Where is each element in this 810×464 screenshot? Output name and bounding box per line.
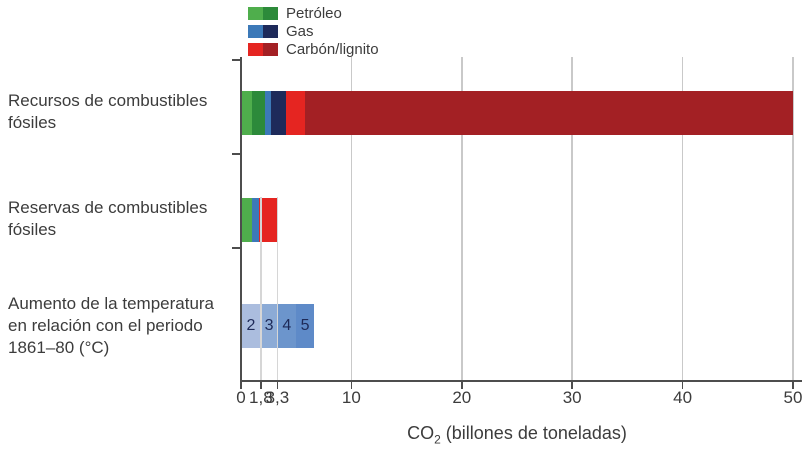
gridline-minor-1.8 xyxy=(260,197,262,380)
category-label-line: Recursos de combustibles xyxy=(8,91,208,110)
legend-swatch-half xyxy=(263,25,278,38)
y-axis-tick-1 xyxy=(232,153,241,155)
bar-segment-aumento-temperatura-5-grados: 5 xyxy=(296,304,314,348)
y-axis-tick-2 xyxy=(232,247,241,249)
x-axis-line xyxy=(240,380,802,382)
x-axis-tick-30 xyxy=(571,382,573,389)
legend-label: Carbón/lignito xyxy=(286,41,379,58)
legend-swatch-half xyxy=(248,7,263,20)
x-axis-tick-1,8 xyxy=(260,382,262,389)
segment-label-aumento-temperatura-3-grados: 3 xyxy=(264,317,274,334)
x-tick-label-20: 20 xyxy=(452,388,472,407)
gridline-major-50 xyxy=(792,57,794,380)
legend-swatch-icon xyxy=(248,25,278,38)
category-label-aumento-temperatura: Aumento de la temperatura en relación con… xyxy=(8,293,238,359)
x-tick-label-0: 0 xyxy=(236,388,246,407)
x-tick-label-1,8: 1,8 xyxy=(249,388,273,407)
x-tick-label-3,3: 3,3 xyxy=(265,388,290,407)
bar-segment-reservas-combustibles-fosiles-carbon xyxy=(258,198,278,242)
legend-swatch-half xyxy=(263,43,278,56)
x-axis-tick-10 xyxy=(350,382,353,389)
bar-segment-aumento-temperatura-2-grados: 2 xyxy=(241,304,261,348)
legend-label: Gas xyxy=(286,23,314,40)
category-label-recursos-combustibles-fosiles: Recursos de combustibles fósiles xyxy=(8,90,238,134)
segment-label-aumento-temperatura-5-grados: 5 xyxy=(300,317,310,334)
legend-swatch-half xyxy=(248,25,263,38)
category-label-line: fósiles xyxy=(8,113,57,132)
category-label-line: fósiles xyxy=(8,220,57,239)
legend-item-3: Carbón/lignito xyxy=(248,41,379,58)
category-label-line: Aumento de la temperatura xyxy=(8,294,215,313)
bar-segment-recursos-combustibles-fosiles-petroleo-reservas xyxy=(241,91,253,135)
category-label-line: Reservas de combustibles xyxy=(8,198,208,217)
bar-segment-recursos-combustibles-fosiles-carbon-reservas xyxy=(286,91,306,135)
x-tick-label-10: 10 xyxy=(341,388,361,407)
segment-label-aumento-temperatura-4-grados: 4 xyxy=(282,317,292,334)
x-axis-tick-3,3 xyxy=(276,382,279,389)
legend-swatch-icon xyxy=(248,7,278,20)
x-tick-label-30: 30 xyxy=(562,388,582,407)
segment-label-aumento-temperatura-2-grados: 2 xyxy=(246,317,256,334)
category-label-line: en relación con el periodo xyxy=(8,316,203,335)
x-tick-label-40: 40 xyxy=(673,388,693,407)
x-tick-label-50: 50 xyxy=(783,388,803,407)
legend-item-1: Petróleo xyxy=(248,5,379,22)
y-axis-tick-0 xyxy=(232,59,241,61)
legend-swatch-half xyxy=(248,43,263,56)
x-axis-title-prefix: CO xyxy=(407,423,435,443)
legend: Petróleo Gas Carbón/lignito xyxy=(248,5,379,59)
gridline-major-40 xyxy=(681,57,684,380)
legend-item-2: Gas xyxy=(248,23,379,40)
category-label-reservas-combustibles-fosiles: Reservas de combustibles fósiles xyxy=(8,197,238,241)
bar-segment-recursos-combustibles-fosiles-gas-recursos xyxy=(270,91,287,135)
bar-segment-recursos-combustibles-fosiles-gas-reservas xyxy=(265,91,271,135)
legend-swatch-half xyxy=(263,7,278,20)
x-axis-tick-50 xyxy=(792,382,794,389)
gridline-major-30 xyxy=(571,57,573,380)
bar-segment-aumento-temperatura-3-grados: 3 xyxy=(260,304,278,348)
bar-segment-recursos-combustibles-fosiles-petroleo-recursos xyxy=(252,91,266,135)
x-axis-tick-0 xyxy=(240,382,242,389)
x-axis-title-subscript: 2 xyxy=(434,432,441,447)
x-axis-title-rest: (billones de toneladas) xyxy=(440,423,627,443)
legend-label: Petróleo xyxy=(286,5,342,22)
bar-segment-reservas-combustibles-fosiles-petroleo xyxy=(241,198,253,242)
y-axis-line xyxy=(240,57,242,382)
x-axis-tick-40 xyxy=(681,382,684,389)
category-label-line: 1861–80 (°C) xyxy=(8,338,110,357)
x-axis-title: CO2 (billones de toneladas) xyxy=(241,423,793,447)
bar-segment-reservas-combustibles-fosiles-gas xyxy=(252,198,259,242)
gridline-minor-3.3 xyxy=(276,197,279,380)
x-axis-tick-20 xyxy=(461,382,463,389)
bar-segment-recursos-combustibles-fosiles-carbon-recursos xyxy=(305,91,793,135)
legend-swatch-icon xyxy=(248,43,278,56)
gridline-major-10 xyxy=(350,57,353,380)
gridline-major-20 xyxy=(461,57,463,380)
bar-segment-aumento-temperatura-4-grados: 4 xyxy=(277,304,297,348)
